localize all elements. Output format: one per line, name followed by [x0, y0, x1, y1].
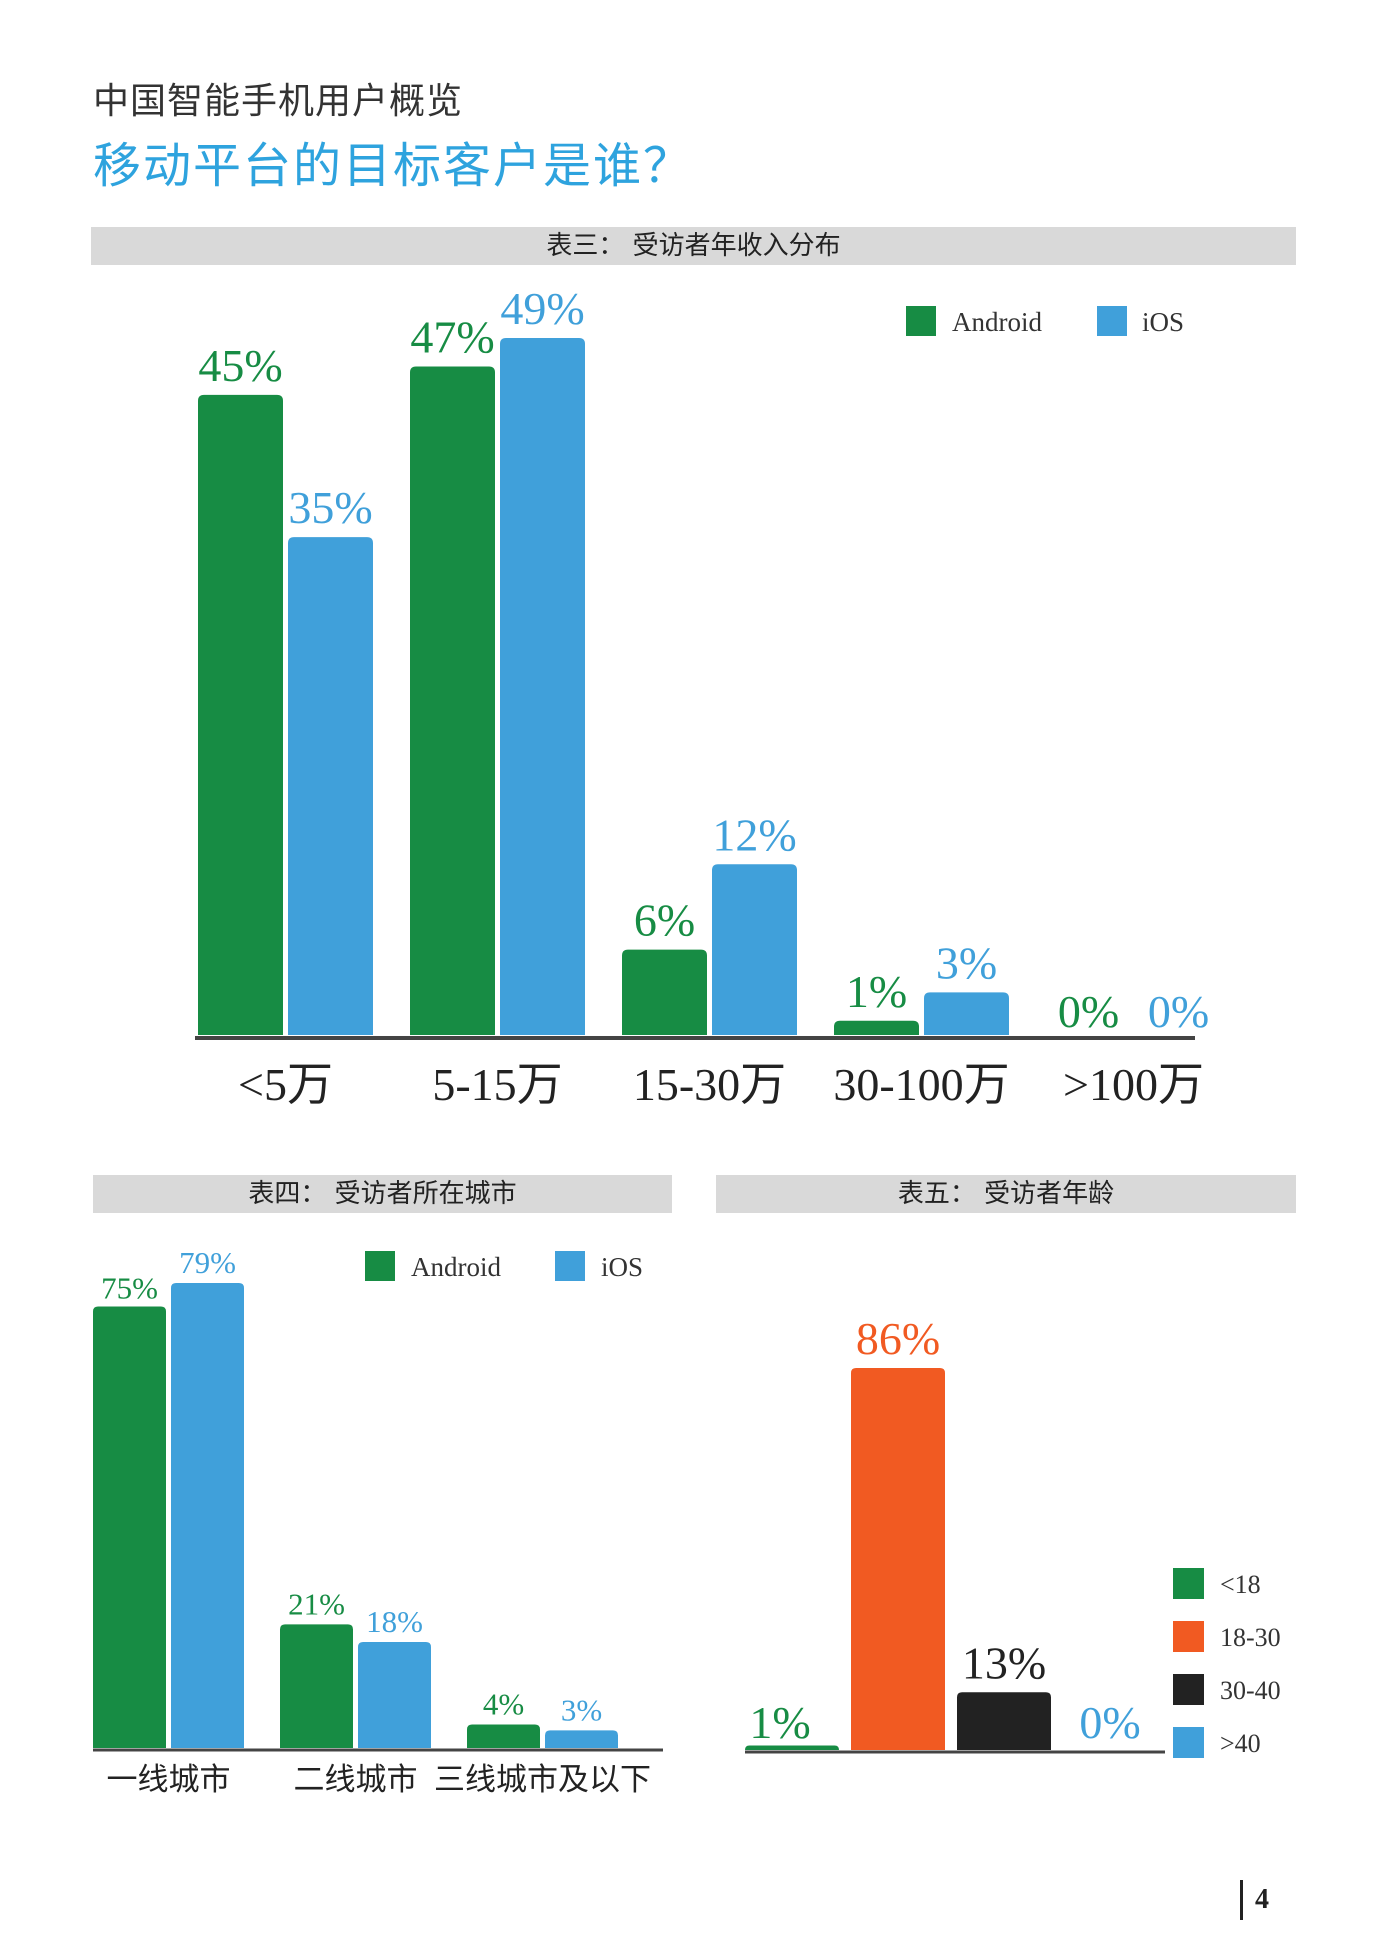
data-label-age: 13% — [962, 1637, 1046, 1688]
x-tick-label-income: 5-15万 — [432, 1059, 562, 1110]
data-label-income-android: 45% — [198, 340, 282, 391]
legend-city-ios-label: iOS — [601, 1252, 643, 1282]
x-tick-label-income: 30-100万 — [833, 1059, 1009, 1110]
bar-city-android — [280, 1624, 353, 1748]
legend-android-label: Android — [952, 307, 1042, 337]
chart-city-title: 表四： 受访者所在城市 — [93, 1175, 672, 1213]
chart-age-title: 表五： 受访者年龄 — [716, 1175, 1296, 1213]
legend-age-swatch — [1173, 1568, 1204, 1599]
data-label-age: 86% — [856, 1313, 940, 1364]
data-label-income-ios: 3% — [936, 937, 997, 988]
legend-age-swatch — [1173, 1727, 1204, 1758]
bar-age — [957, 1692, 1051, 1750]
legend-age-swatch — [1173, 1674, 1204, 1705]
bar-age — [745, 1745, 839, 1750]
page-number: 4 — [1240, 1880, 1269, 1920]
bar-city-ios — [545, 1730, 618, 1748]
data-label-city-android: 4% — [483, 1686, 524, 1721]
page-title: 移动平台的目标客户是谁？ — [93, 138, 694, 194]
data-label-income-ios: 49% — [500, 283, 584, 334]
legend-ios-swatch — [1097, 306, 1127, 336]
bar-income-android — [410, 366, 495, 1035]
bar-income-android — [198, 394, 283, 1035]
data-label-income-ios: 0% — [1148, 986, 1209, 1037]
legend-age-label: 30-40 — [1220, 1676, 1281, 1705]
x-tick-label-income: 15-30万 — [633, 1059, 786, 1110]
data-label-age: 0% — [1079, 1697, 1140, 1748]
legend-city-android-swatch — [365, 1251, 395, 1281]
x-tick-label-income: >100万 — [1063, 1059, 1204, 1110]
bar-income-android — [622, 949, 707, 1035]
bar-city-android — [467, 1724, 540, 1748]
data-label-age: 1% — [749, 1697, 810, 1748]
legend-age-swatch — [1173, 1621, 1204, 1652]
legend-city-android-label: Android — [411, 1252, 501, 1282]
data-label-city-ios: 79% — [179, 1245, 236, 1280]
bar-income-ios — [288, 537, 373, 1035]
x-tick-label-city: 一线城市 — [107, 1762, 231, 1797]
bar-income-ios — [500, 338, 585, 1035]
bar-income-ios — [712, 864, 797, 1035]
x-tick-label-city: 三线城市及以下 — [434, 1762, 651, 1797]
legend-city-ios-swatch — [555, 1251, 585, 1281]
data-label-income-android: 1% — [846, 966, 907, 1017]
bar-income-ios — [924, 992, 1009, 1035]
bar-age — [851, 1368, 945, 1750]
data-label-income-android: 6% — [634, 895, 695, 946]
data-label-city-android: 21% — [288, 1586, 345, 1621]
data-label-city-ios: 18% — [366, 1604, 423, 1639]
data-label-income-android: 47% — [410, 311, 494, 362]
bar-city-ios — [358, 1642, 431, 1748]
chart-income-title: 表三： 受访者年收入分布 — [91, 227, 1296, 265]
x-tick-label-city: 二线城市 — [294, 1762, 418, 1797]
legend-ios-label: iOS — [1142, 307, 1184, 337]
bar-city-ios — [171, 1283, 244, 1748]
data-label-income-ios: 12% — [712, 809, 796, 860]
legend-age-label: >40 — [1220, 1729, 1261, 1758]
page-subtitle: 中国智能手机用户概览 — [93, 81, 464, 122]
bar-income-android — [834, 1020, 919, 1035]
data-label-city-android: 75% — [101, 1271, 158, 1306]
bar-city-android — [93, 1306, 166, 1748]
legend-age-label: 18-30 — [1220, 1623, 1281, 1652]
data-label-income-ios: 35% — [288, 482, 372, 533]
data-label-city-ios: 3% — [561, 1692, 602, 1727]
legend-android-swatch — [906, 306, 936, 336]
legend-age-label: <18 — [1220, 1570, 1261, 1599]
data-label-income-android: 0% — [1058, 986, 1119, 1037]
x-tick-label-income: <5万 — [238, 1059, 333, 1110]
